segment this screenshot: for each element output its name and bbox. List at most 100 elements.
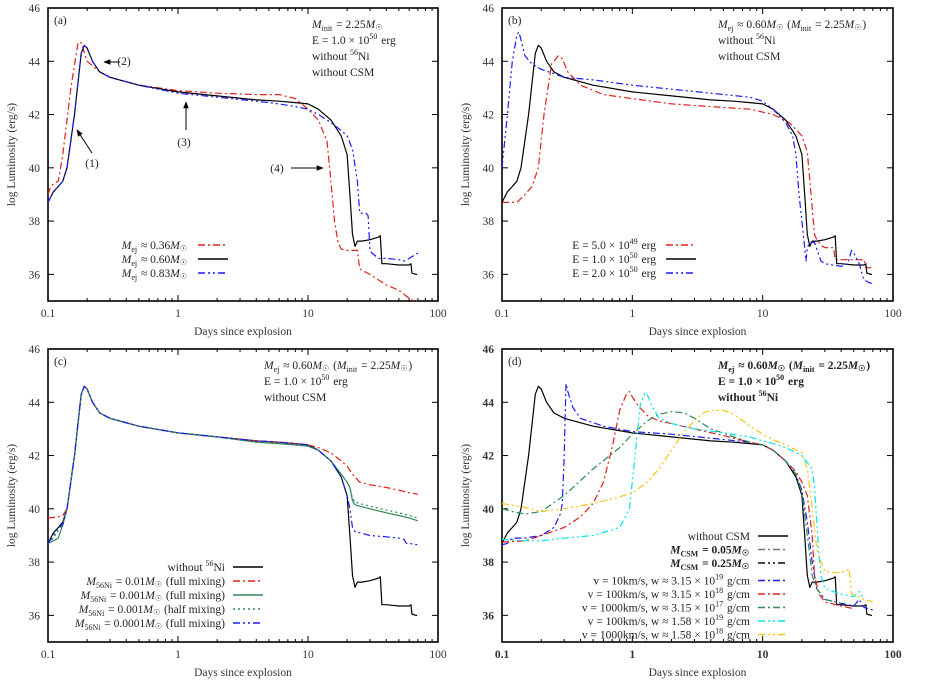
y-tick-label: 40 (29, 163, 41, 175)
legend-label: E = 1.0 × 1050 erg (572, 251, 656, 266)
annotation-line: Mej ≈ 0.60M☉ (Minit = 2.25M☉ ) (263, 360, 412, 374)
y-tick-label: 40 (483, 504, 495, 516)
y-tick-label: 46 (483, 3, 495, 15)
legend-label: E = 5.0 × 1049 erg (572, 237, 656, 252)
x-tick-label: 10 (302, 308, 314, 320)
plot-frame (47, 348, 439, 643)
legend-entry: E = 2.0 × 1050 erg (572, 265, 696, 280)
legend-label: MCSM = 0.25M☉ (669, 558, 750, 572)
legend-entry: v = 1000km/s, w ≈ 3.15 × 1017 g/cm (582, 600, 788, 615)
legend-label: M56Ni = 0.001M☉ (half mixing) (78, 604, 225, 618)
y-tick-label: 38 (483, 216, 495, 228)
annotation-line: E = 1.0 × 1050 erg (312, 32, 396, 47)
legend-entry: MCSM = 0.05M☉ (669, 545, 788, 559)
x-tick-label: 100 (884, 649, 902, 661)
y-tick-label: 40 (29, 504, 41, 516)
legend-entry: M56Ni = 0.01M☉ (full mixing) (85, 576, 263, 590)
legend-entry: M56Ni = 0.0001M☉ (full mixing) (74, 618, 263, 632)
y-axis-title: log Luminosity (erg/s) (460, 444, 472, 547)
callout-label: (2) (117, 56, 131, 68)
annotation-line: E = 1.0 × 1050 erg (718, 373, 804, 388)
x-tick-label: 0.1 (495, 308, 510, 320)
legend-label: v = 1000km/s, w ≈ 3.15 × 1017 g/cm (582, 600, 750, 615)
legend-entry: MCSM = 0.25M☉ (669, 558, 788, 572)
legend-label: M56Ni = 0.001M☉ (full mixing) (80, 590, 226, 604)
x-axis-title: Days since explosion (649, 667, 747, 679)
y-tick-label: 46 (29, 3, 41, 15)
y-axis-title: log Luminosity (erg/s) (460, 103, 472, 206)
y-tick-label: 38 (29, 216, 41, 228)
y-tick-label: 44 (483, 397, 495, 409)
y-tick-label: 44 (29, 397, 41, 409)
y-tick-label: 42 (483, 451, 495, 463)
series-line (502, 383, 873, 611)
legend-entry: v = 10km/s, w ≈ 3.15 × 1019 g/cm (593, 573, 788, 588)
panel-label: (a) (54, 15, 67, 27)
legend-entry: M56Ni = 0.001M☉ (full mixing) (80, 590, 263, 604)
annotation-line: without 56Ni (312, 48, 370, 63)
legend-entry: E = 1.0 × 1050 erg (572, 251, 696, 266)
y-tick-label: 36 (483, 610, 495, 622)
x-tick-label: 100 (884, 308, 902, 320)
y-tick-label: 44 (29, 56, 41, 68)
x-tick-label: 0.1 (495, 649, 510, 661)
annotation-line: without CSM (264, 392, 326, 404)
panel-b: 0.1 1 10 100 36 38 40 42 44 46 Days since explosio… (460, 3, 902, 338)
panel-label: (b) (508, 15, 522, 27)
y-tick-label: 40 (483, 163, 495, 175)
y-tick-label: 38 (483, 557, 495, 569)
x-tick-label: 100 (429, 649, 447, 661)
x-tick-label: 100 (429, 308, 447, 320)
panel-c: 0.1 1 10 100 36 38 40 42 44 46 Days since explosio… (6, 344, 447, 679)
series-line (48, 385, 418, 519)
x-tick-label: 0.1 (41, 649, 56, 661)
y-tick-label: 38 (29, 557, 41, 569)
x-tick-label: 0.1 (41, 308, 56, 320)
legend-label: MCSM = 0.05M☉ (669, 545, 750, 559)
legend-entry: M56Ni = 0.001M☉ (half mixing) (78, 604, 263, 618)
annotation-line: without 56Ni (718, 389, 779, 404)
legend-entry: E = 5.0 × 1049 erg (572, 237, 696, 252)
annotation-line: without CSM (312, 67, 374, 79)
legend-entry: Mej ≈ 0.60M☉ (121, 254, 228, 268)
series-line (48, 385, 418, 546)
legend-entry: without CSM (688, 531, 788, 543)
legend-label: Mej ≈ 0.60M☉ (121, 254, 188, 268)
plot-frame (501, 7, 894, 302)
plot-frame (47, 7, 439, 302)
x-tick-label: 10 (757, 649, 769, 661)
legend-label: v = 100km/s, w ≈ 3.15 × 1018 g/cm (588, 586, 750, 601)
series-line (502, 55, 873, 269)
x-axis-title: Days since explosion (194, 667, 292, 679)
series-line (502, 44, 872, 275)
x-tick-label: 10 (757, 308, 769, 320)
y-tick-label: 44 (483, 56, 495, 68)
annotation-line: without 56Ni (718, 32, 776, 47)
y-tick-label: 46 (29, 344, 41, 356)
y-axis-title: log Luminosity (erg/s) (6, 444, 18, 547)
legend-label: v = 10km/s, w ≈ 3.15 × 1019 g/cm (593, 573, 750, 588)
y-tick-label: 36 (483, 269, 495, 281)
y-tick-label: 42 (483, 110, 495, 122)
annotation-line: E = 1.0 × 1050 erg (264, 373, 348, 388)
annotation-line: Mej ≈ 0.60M☉ (Minit = 2.25M☉ ) (717, 360, 870, 374)
x-tick-label: 1 (175, 649, 181, 661)
panel-a: 0.1 1 10 100 36 38 40 42 44 46 Days since explosio… (6, 3, 447, 338)
annotation-line: Minit = 2.25M☉ (311, 19, 383, 33)
annotation-line: Mej ≈ 0.60M☉ (Minit = 2.25M☉ ) (717, 19, 866, 33)
annotation-line: without CSM (718, 51, 780, 63)
y-tick-label: 42 (29, 110, 41, 122)
series-line (48, 44, 419, 262)
series-group (502, 383, 873, 616)
series-line (502, 409, 873, 603)
legend-entry: Mej ≈ 0.83M☉ (121, 268, 228, 282)
callout-label: (4) (270, 163, 284, 175)
callout-label: (1) (85, 158, 99, 170)
legend-entry: Mej ≈ 0.36M☉ (121, 240, 228, 254)
y-tick-label: 42 (29, 451, 41, 463)
panel-label: (c) (54, 356, 67, 368)
legend-label: without CSM (688, 531, 750, 543)
panel-d: 0.1 1 10 100 36 38 40 42 44 46 Days since explosio… (460, 344, 902, 679)
callout-arrow (76, 129, 93, 154)
